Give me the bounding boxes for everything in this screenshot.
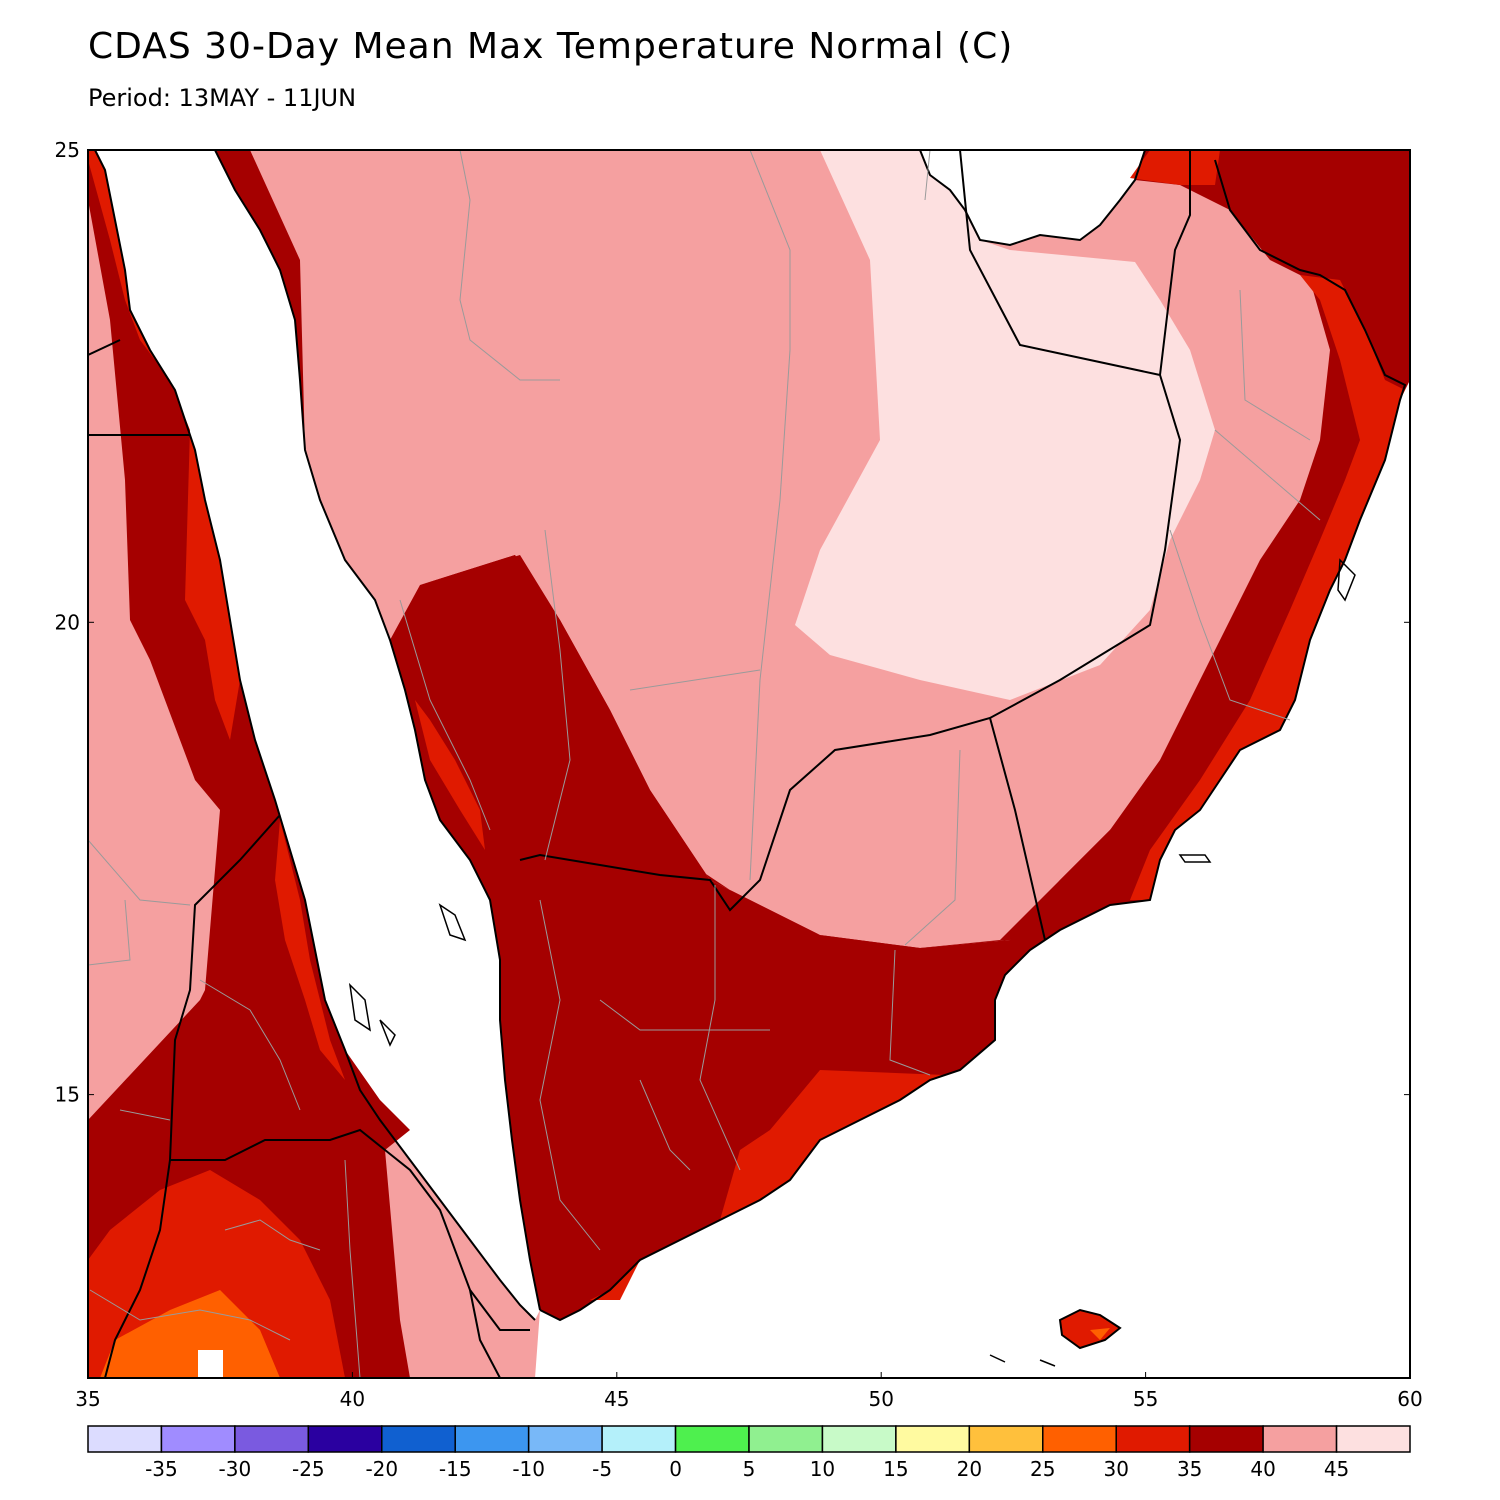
colorbar-swatch <box>1262 1425 1338 1453</box>
border-djibouti <box>469 1289 501 1378</box>
colorbar-swatch <box>1115 1425 1191 1453</box>
lon-tick-label: 45 <box>604 1387 629 1411</box>
colorbar-label: 5 <box>743 1457 756 1481</box>
colorbar-swatch <box>160 1425 236 1453</box>
colorbar-swatch <box>87 1425 163 1453</box>
colorbar-label: -25 <box>292 1457 325 1481</box>
colorbar-label: -30 <box>219 1457 252 1481</box>
colorbar-swatch <box>454 1425 530 1453</box>
lat-tick-label: 25 <box>55 138 80 162</box>
arabia-band-30-35-yemen <box>590 1070 945 1300</box>
colorbar-label: -5 <box>592 1457 612 1481</box>
latitude-axis: 25 20 15 <box>55 138 1410 1107</box>
border-sudan-eritrea <box>168 814 530 1331</box>
arabian-sea <box>535 380 1410 1378</box>
colorbar-swatch <box>1188 1425 1264 1453</box>
lon-tick-label: 40 <box>340 1387 365 1411</box>
colorbar-swatch <box>601 1425 677 1453</box>
arabia-band-35-40-west <box>215 150 1410 950</box>
africa-band-35-40 <box>88 150 410 1378</box>
persian-gulf <box>920 150 1145 245</box>
colorbar-label: -10 <box>512 1457 545 1481</box>
colorbar-label: -35 <box>145 1457 178 1481</box>
map-subtitle: Period: 13MAY - 11JUN <box>88 84 357 112</box>
colorbar-label: -15 <box>439 1457 472 1481</box>
map-title: CDAS 30-Day Mean Max Temperature Normal … <box>88 26 1014 67</box>
map-plot-area <box>88 150 1410 1378</box>
longitude-axis: 35 40 45 50 55 60 <box>75 1372 1423 1411</box>
border-yemen-oman <box>989 717 1046 941</box>
arabia-band-35-40-south <box>390 555 1150 1320</box>
colorbar-label: 10 <box>810 1457 835 1481</box>
red-sea <box>95 150 540 1320</box>
lon-tick-label: 60 <box>1397 1387 1422 1411</box>
arabia-band-45-plus <box>795 150 1215 700</box>
africa-hot-spot <box>198 1350 223 1378</box>
africa-band-30-35-coast <box>275 820 345 1080</box>
colorbar-swatch <box>1335 1425 1411 1453</box>
lat-tick-label: 15 <box>55 1083 80 1107</box>
coastline-red-sea-east <box>214 150 541 1311</box>
colorbar-swatch <box>895 1425 971 1453</box>
colorbar-swatch <box>307 1425 383 1453</box>
lon-tick-label: 50 <box>868 1387 893 1411</box>
map-frame <box>87 149 1411 1379</box>
arabia-band-30-35-tihama <box>415 700 485 850</box>
colorbar-label: 45 <box>1324 1457 1349 1481</box>
arabia-band-30-35-top <box>1130 150 1220 185</box>
colorbar-label: 35 <box>1177 1457 1202 1481</box>
colorbar-swatch <box>748 1425 824 1453</box>
colorbar-label: 25 <box>1030 1457 1055 1481</box>
colorbar-swatch <box>381 1425 456 1453</box>
africa-band-30-35-north <box>88 150 240 740</box>
border-uae <box>1159 150 1191 376</box>
lon-tick-label: 55 <box>1133 1387 1158 1411</box>
red-sea-islands <box>348 558 1356 1367</box>
coastline-gulf <box>919 150 1146 247</box>
socotra-island <box>1058 1308 1122 1350</box>
coastline-arabian-sea <box>539 159 1407 1322</box>
colorbar-swatch <box>821 1425 897 1453</box>
colorbar-label: 40 <box>1250 1457 1275 1481</box>
colorbar-label: 0 <box>669 1457 682 1481</box>
colorbar-swatch <box>674 1425 750 1453</box>
colorbar-swatch <box>1042 1425 1117 1453</box>
colorbar: -35 -30 -25 -20 -15 -10 -5 0 5 10 15 20 25 30 35 40 45 <box>87 1425 1411 1481</box>
coastline-red-sea-west <box>94 150 536 1321</box>
border-ethiopia <box>104 1159 171 1378</box>
border-sudan-egypt-north <box>88 339 121 356</box>
admin-boundaries <box>88 150 1321 1378</box>
lat-tick-label: 20 <box>55 610 80 634</box>
colorbar-swatch <box>527 1425 603 1453</box>
lon-tick-label: 35 <box>75 1387 100 1411</box>
colorbar-label: 15 <box>883 1457 908 1481</box>
colorbar-swatch <box>234 1425 310 1453</box>
africa-band-25-30 <box>100 1290 280 1378</box>
colorbar-label: -20 <box>365 1457 398 1481</box>
colorbar-swatch <box>968 1425 1044 1453</box>
colorbar-label: 20 <box>957 1457 982 1481</box>
colorbar-label: 30 <box>1103 1457 1128 1481</box>
